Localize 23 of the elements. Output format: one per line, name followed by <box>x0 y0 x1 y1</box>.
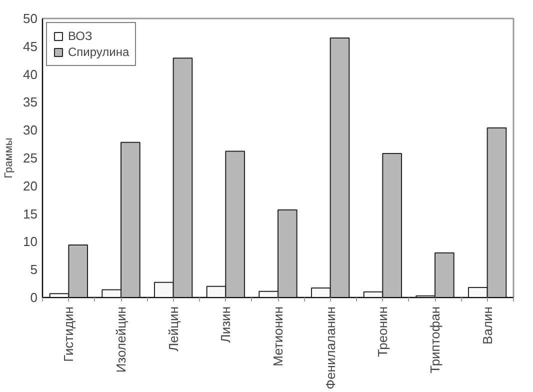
x-tick-label: Метионин <box>270 306 286 366</box>
y-tick-label: 30 <box>23 122 38 138</box>
legend-label: Спирулина <box>68 45 130 59</box>
x-tick-label: Лизин <box>218 306 234 343</box>
y-tick-label: 10 <box>23 234 38 250</box>
y-tick-label: 20 <box>23 178 38 194</box>
x-tick-label: Изолейцин <box>114 306 128 373</box>
y-axis-title: Граммы <box>3 138 16 178</box>
y-tick-label: 15 <box>23 206 38 222</box>
x-tick-label: Валин <box>480 306 495 344</box>
x-tick-label: Фенилаланин <box>322 306 338 390</box>
legend-label: ВОЗ <box>68 29 92 43</box>
y-tick-label: 45 <box>23 38 38 54</box>
y-tick-label: 40 <box>23 66 38 82</box>
x-tick-label: Гистидин <box>61 306 76 362</box>
y-tick-label: 50 <box>23 11 38 26</box>
y-tick-label: 0 <box>30 290 38 305</box>
y-tick-label: 25 <box>23 150 38 166</box>
x-tick-label: Треонин <box>375 306 390 358</box>
y-tick-label: 35 <box>23 94 38 110</box>
y-tick-label: 5 <box>30 262 38 278</box>
x-tick-label: Триптофан <box>428 306 442 374</box>
x-tick-label: Лейцин <box>166 306 181 352</box>
